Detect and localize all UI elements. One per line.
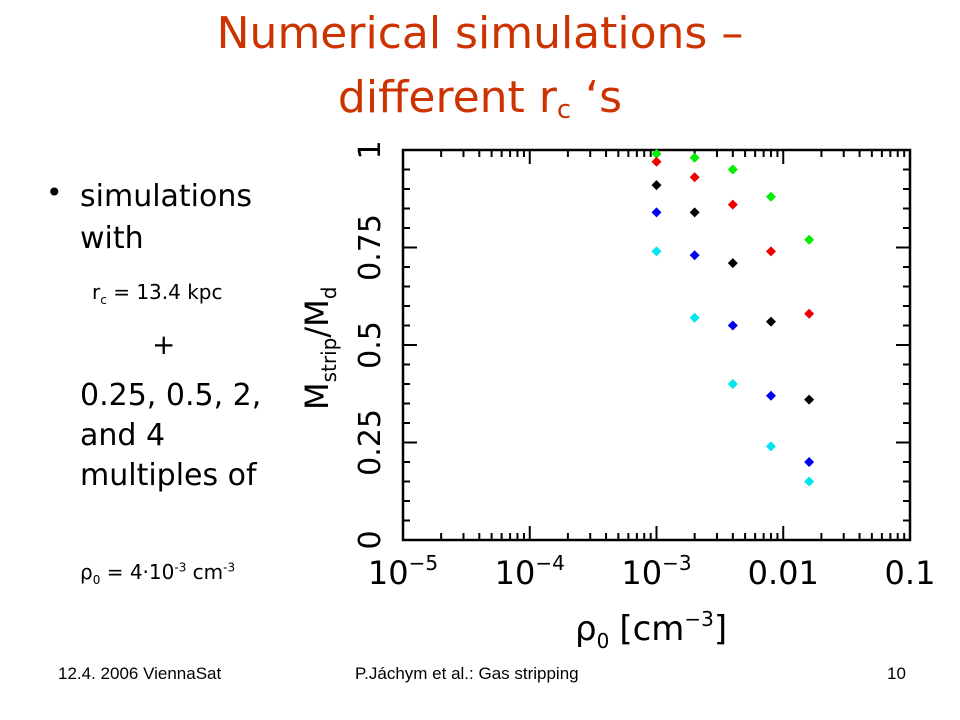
data-point-series-1 bbox=[689, 152, 700, 163]
data-point-series-4 bbox=[804, 457, 815, 467]
title-end: ‘s bbox=[571, 72, 623, 123]
data-point-series-3 bbox=[765, 316, 776, 327]
x-tick-label-base: 0.01 bbox=[748, 554, 819, 592]
footer-date: 12.4. 2006 ViennaSat bbox=[58, 664, 222, 683]
rho0-unit: cm bbox=[186, 560, 224, 584]
data-point-series-1 bbox=[651, 148, 662, 159]
data-point-series-3 bbox=[804, 394, 815, 405]
x-axis-label-rho: ρ bbox=[575, 609, 597, 649]
rho0-value: ρ0 = 4·10-3 cm-3 bbox=[80, 560, 235, 587]
x-tick-label: 10−4 bbox=[495, 551, 565, 592]
x-axis-label-sub: 0 bbox=[597, 629, 610, 653]
data-point-series-1 bbox=[765, 191, 776, 202]
y-tick-label: 0.75 bbox=[353, 214, 388, 281]
bullet-icon: • bbox=[46, 176, 63, 209]
rc-subscript: c bbox=[100, 293, 107, 307]
data-point-series-2 bbox=[651, 156, 662, 167]
x-tick-label: 0.1 bbox=[885, 554, 936, 592]
x-tick-label-base: 0.1 bbox=[885, 554, 936, 592]
x-tick-label-base: 10 bbox=[621, 554, 662, 592]
y-tick-label: 0.25 bbox=[353, 409, 388, 476]
plus-sign: + bbox=[152, 328, 176, 361]
x-tick-label: 10−3 bbox=[621, 551, 691, 592]
x-tick-label: 0.01 bbox=[748, 554, 819, 592]
footer-author: P.Jáchym et al.: Gas stripping bbox=[355, 664, 579, 683]
rc-value: rc = 13.4 kpc bbox=[92, 280, 222, 307]
rho0-unit-exponent: -3 bbox=[223, 560, 236, 575]
data-point-series-4 bbox=[651, 207, 662, 218]
y-axis-label: Mstrip/Md bbox=[298, 287, 341, 410]
y-axis-label-m: M bbox=[298, 382, 336, 410]
rho0-exponent: -3 bbox=[174, 560, 187, 575]
y-tick-label: 0 bbox=[353, 530, 388, 549]
slide-title-line1: Numerical simulations – bbox=[216, 8, 744, 59]
title-r: different r bbox=[337, 72, 557, 123]
multiples-text: 0.25, 0.5, 2, and 4 multiples of bbox=[80, 378, 262, 493]
data-point-series-1 bbox=[804, 234, 815, 245]
data-point-series-3 bbox=[689, 207, 700, 218]
footer-page-number: 10 bbox=[887, 664, 906, 683]
data-point-series-4 bbox=[765, 390, 776, 401]
title-r-subscript: c bbox=[556, 95, 572, 125]
data-point-series-4 bbox=[689, 250, 700, 261]
data-point-series-5 bbox=[727, 379, 738, 389]
rho0-symbol: ρ bbox=[80, 560, 93, 584]
x-tick-label-exponent: −5 bbox=[409, 551, 438, 575]
x-tick-label: 10−5 bbox=[368, 551, 438, 592]
data-point-series-5 bbox=[765, 441, 776, 452]
data-point-series-2 bbox=[804, 308, 815, 319]
data-point-series-5 bbox=[651, 246, 662, 257]
data-point-series-4 bbox=[727, 320, 738, 331]
data-point-series-2 bbox=[765, 246, 776, 257]
rho0-subscript: 0 bbox=[92, 573, 101, 587]
data-point-series-3 bbox=[727, 258, 738, 269]
y-axis-label-slash: /M bbox=[298, 299, 336, 337]
data-point-series-3 bbox=[651, 180, 662, 191]
x-tick-label-base: 10 bbox=[368, 554, 409, 592]
rc-number: = 13.4 kpc bbox=[106, 280, 223, 304]
slide-title-line2: different rc ‘s bbox=[0, 70, 960, 138]
data-point-series-2 bbox=[727, 199, 738, 210]
data-point-series-5 bbox=[689, 312, 700, 323]
bullet-text: simulations with bbox=[80, 179, 253, 256]
x-tick-label-exponent: −3 bbox=[662, 551, 691, 575]
x-axis-label-exp: −3 bbox=[684, 607, 713, 631]
data-point-series-1 bbox=[727, 164, 738, 175]
y-tick-label: 1 bbox=[353, 140, 388, 159]
y-axis-label-sub1: strip bbox=[317, 338, 341, 383]
rc-symbol: r bbox=[92, 280, 101, 304]
x-axis-label-close: ] bbox=[714, 609, 727, 649]
rho0-number: = 4·10 bbox=[100, 560, 175, 584]
y-axis-label-sub2: d bbox=[317, 287, 341, 300]
x-axis-label-unit: [cm bbox=[619, 609, 684, 649]
x-axis-label: ρ0 [cm−3] bbox=[575, 607, 727, 653]
x-tick-label-base: 10 bbox=[495, 554, 536, 592]
x-tick-label-exponent: −4 bbox=[535, 551, 564, 575]
y-tick-label: 0.5 bbox=[353, 321, 388, 369]
data-point-series-2 bbox=[689, 172, 700, 183]
data-point-series-5 bbox=[804, 476, 815, 487]
